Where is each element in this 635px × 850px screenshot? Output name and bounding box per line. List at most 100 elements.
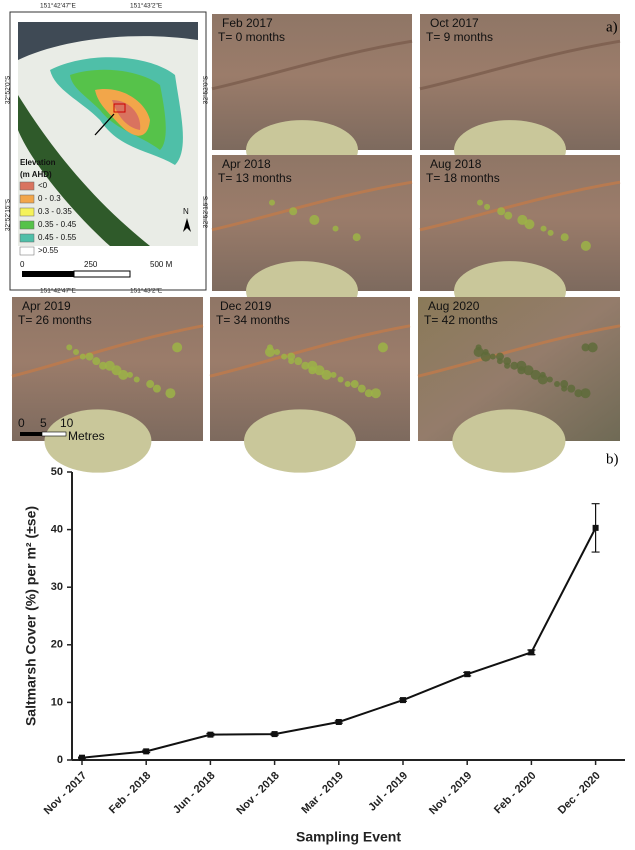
scale-label: 0: [20, 260, 25, 269]
vegetation: [337, 376, 344, 383]
vegetation: [118, 369, 129, 380]
legend-swatch: [19, 246, 35, 256]
vegetation: [309, 214, 320, 225]
arrow: [94, 113, 115, 136]
vegetation: [301, 361, 310, 370]
x-tick-label: Feb - 2018: [107, 770, 154, 817]
photo-date: Aug 2020: [428, 299, 480, 313]
data-point: [207, 731, 214, 738]
legend-label: 0.3 - 0.35: [38, 207, 72, 216]
legend-title: (m AHD): [20, 170, 52, 179]
x-tick-label: Jul - 2019: [366, 770, 410, 814]
scale-bar: [41, 431, 67, 437]
panel-label: b): [606, 451, 619, 467]
vegetation: [477, 199, 483, 206]
channel: [209, 324, 411, 378]
data-point: [592, 524, 599, 531]
scale-label: 0: [18, 416, 25, 430]
vegetation: [274, 348, 281, 355]
scale-bar: [20, 432, 42, 436]
legend-label: 0.35 - 0.45: [38, 220, 77, 229]
vegetation: [473, 346, 484, 357]
vegetation: [172, 342, 183, 353]
vegetation: [554, 381, 561, 388]
north-arrow: [183, 218, 191, 232]
map: [9, 11, 207, 291]
y-tick-label: 0: [57, 754, 63, 766]
photo-time: T= 34 months: [216, 313, 290, 327]
y-axis-label: Saltmarsh Cover (%) per m² (±se): [23, 506, 39, 726]
photo-time: T= 13 months: [218, 171, 292, 185]
vegetation: [517, 366, 526, 375]
vegetation: [344, 381, 351, 388]
wetland: [112, 100, 141, 130]
photo-date: Dec 2019: [220, 299, 272, 313]
vegetation: [66, 344, 73, 351]
channel: [419, 39, 621, 91]
vegetation: [350, 380, 359, 389]
scale-bar: [73, 270, 131, 278]
photo-date: Feb 2017: [222, 16, 273, 30]
legend-swatch: [19, 181, 35, 191]
chart: 0 10 20 30 40 50 Nov - 2017 Feb - 2018 Jun - 201…: [23, 466, 625, 845]
coord-label: 151°42'47"E: [40, 287, 76, 295]
photo-time: T= 26 months: [18, 313, 92, 327]
channel: [419, 180, 621, 232]
vegetation: [561, 385, 568, 392]
vegetation: [321, 369, 332, 380]
map-text: 151°42'47"E 151°43'2"E 151°42'47"E 151°43'2…: [4, 2, 210, 295]
vegetation: [503, 357, 512, 366]
vegetation: [133, 376, 140, 383]
data-point: [528, 649, 535, 656]
vegetation: [484, 203, 491, 210]
scale-label: Metres: [68, 429, 105, 443]
data-point: [400, 697, 406, 704]
vegetation: [497, 207, 506, 216]
vegetation: [547, 229, 554, 236]
x-tick-label: Dec - 2020: [556, 770, 603, 817]
vegetation: [530, 369, 541, 380]
vegetation: [357, 384, 366, 393]
vegetation: [504, 362, 511, 369]
legend-label: >0.55: [38, 246, 59, 255]
vegetation: [265, 346, 275, 357]
y-tick-label: 40: [51, 524, 63, 536]
legend-swatch: [19, 220, 35, 230]
channel: [417, 324, 621, 378]
vegetation: [587, 342, 598, 353]
vegetation: [540, 225, 547, 232]
river: [18, 22, 198, 60]
scale-label: 10: [60, 416, 74, 430]
photo-date: Oct 2017: [430, 16, 479, 30]
vegetation: [537, 374, 548, 385]
coord-label: 32°52'0"S: [4, 75, 12, 104]
vegetation: [332, 225, 339, 232]
scale-label: 250: [84, 260, 98, 269]
forest: [18, 95, 150, 246]
legend-title: Elevation: [20, 158, 56, 167]
vegetation: [574, 389, 583, 398]
photo-time: T= 9 months: [426, 30, 493, 44]
vegetation: [567, 384, 576, 393]
vegetation: [546, 376, 553, 383]
x-tick-label: Nov - 2017: [42, 770, 89, 817]
photo-time: T= 42 months: [424, 313, 498, 327]
y-tick-label: 30: [51, 581, 63, 593]
y-tick-label: 50: [51, 466, 63, 478]
y-tick-label: 10: [51, 696, 63, 708]
vegetation: [92, 357, 101, 366]
legend-swatch: [19, 207, 35, 217]
coord-label: 151°43'2"E: [130, 287, 163, 295]
site-box: [113, 103, 126, 113]
photo-date: Aug 2018: [430, 157, 482, 171]
channel: [211, 180, 413, 232]
data-point: [464, 671, 471, 678]
data-point: [271, 731, 278, 738]
x-tick-label: Nov - 2019: [427, 770, 474, 817]
coord-label: 151°43'2"E: [130, 2, 163, 10]
vegetation: [495, 352, 504, 361]
data-point: [143, 748, 150, 755]
vegetation: [308, 366, 317, 375]
